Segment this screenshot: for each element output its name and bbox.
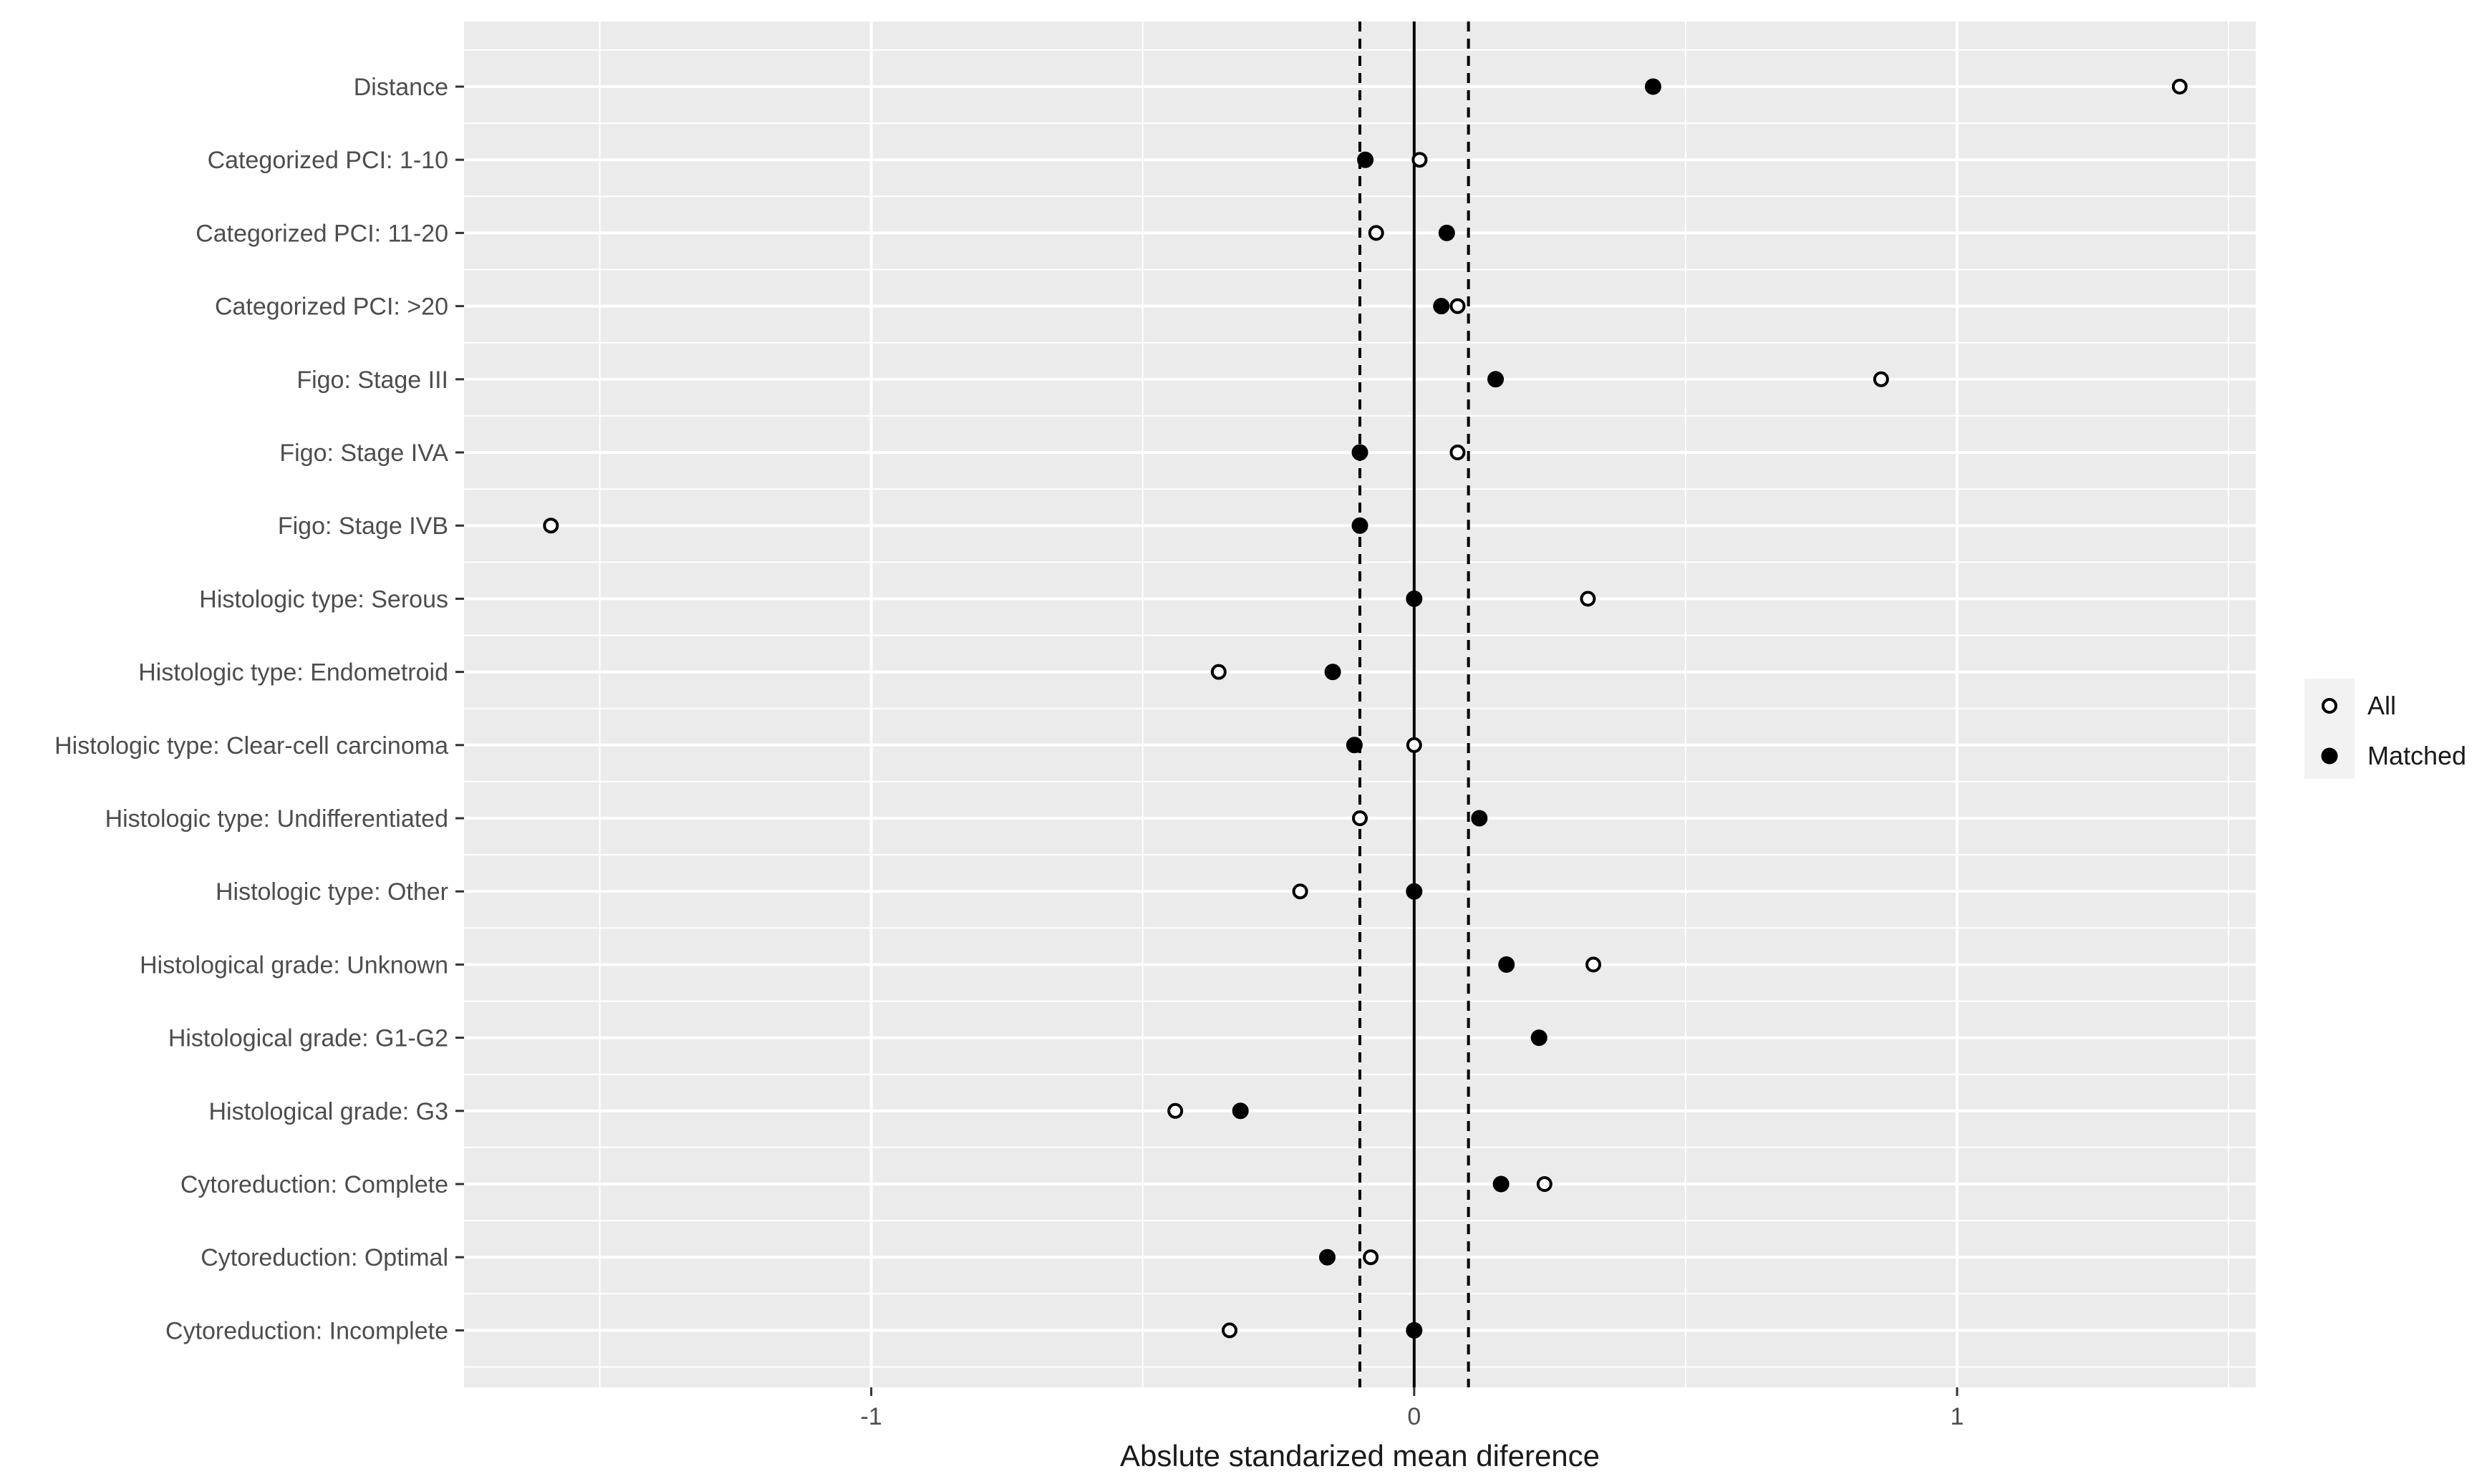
y-tick-label: Histologic type: Endometroid bbox=[138, 659, 448, 687]
y-tick-label: Figo: Stage IVB bbox=[278, 513, 448, 540]
point-all bbox=[1585, 956, 1602, 973]
point-matched bbox=[1346, 737, 1363, 754]
point-all bbox=[2171, 79, 2188, 94]
point-matched bbox=[1319, 1248, 1336, 1266]
point-matched bbox=[1357, 151, 1374, 168]
x-tick-label: 0 bbox=[1407, 1403, 1421, 1430]
y-tick-label: Categorized PCI: 1-10 bbox=[208, 147, 448, 174]
y-tick-label: Histologic type: Undifferentiated bbox=[105, 805, 448, 833]
y-tick-label: Categorized PCI: 11-20 bbox=[195, 220, 448, 247]
point-all bbox=[1222, 1322, 1238, 1339]
point-matched bbox=[1406, 883, 1423, 900]
point-all bbox=[1411, 152, 1428, 168]
point-matched bbox=[1498, 956, 1515, 973]
point-matched bbox=[1471, 810, 1488, 827]
y-tick-label: Figo: Stage IVA bbox=[279, 440, 448, 467]
y-tick-label: Cytoreduction: Incomplete bbox=[165, 1317, 448, 1344]
y-tick-label: Histological grade: G1-G2 bbox=[168, 1025, 448, 1052]
y-tick-label: Categorized PCI: >20 bbox=[215, 294, 448, 321]
x-tick-label: 1 bbox=[1951, 1403, 1964, 1430]
y-tick-label: Histologic type: Clear-cell carcinoma bbox=[54, 732, 448, 760]
point-matched bbox=[1351, 444, 1368, 461]
x-axis: -1 0 1 bbox=[861, 1387, 1964, 1430]
y-tick-label: Histologic type: Other bbox=[216, 878, 448, 906]
point-all bbox=[1873, 371, 1889, 387]
y-tick-label: Figo: Stage III bbox=[296, 367, 448, 394]
data-points bbox=[543, 78, 2188, 1339]
point-matched bbox=[1324, 664, 1341, 681]
point-all bbox=[543, 518, 559, 534]
y-tick-label: Cytoreduction: Complete bbox=[180, 1171, 448, 1198]
legend-marker-all bbox=[2322, 698, 2337, 714]
point-all bbox=[1368, 225, 1384, 241]
y-tick-label: Histological grade: G3 bbox=[208, 1098, 448, 1125]
point-all bbox=[1536, 1176, 1553, 1192]
y-tick-label: Histologic type: Serous bbox=[199, 586, 448, 613]
point-all bbox=[1449, 445, 1466, 460]
point-matched bbox=[1406, 1321, 1423, 1339]
point-all bbox=[1363, 1249, 1379, 1266]
legend-label-matched: Matched bbox=[2367, 741, 2466, 770]
x-tick-label: -1 bbox=[861, 1403, 882, 1430]
point-all bbox=[1292, 883, 1308, 900]
point-matched bbox=[1487, 371, 1505, 388]
point-all bbox=[1580, 591, 1596, 607]
y-tick-label: Distance bbox=[354, 74, 448, 101]
y-tick-label: Cytoreduction: Optimal bbox=[201, 1244, 448, 1271]
legend-label-all: All bbox=[2367, 691, 2396, 720]
point-all bbox=[1406, 737, 1422, 753]
point-all bbox=[1210, 664, 1227, 680]
point-matched bbox=[1406, 590, 1423, 607]
point-all bbox=[1352, 810, 1368, 826]
y-axis: Distance Categorized PCI: 1-10 Categorized… bbox=[54, 74, 464, 1344]
legend: All Matched bbox=[2304, 679, 2466, 779]
point-matched bbox=[1492, 1175, 1510, 1193]
point-matched bbox=[1433, 298, 1450, 315]
point-matched bbox=[1530, 1029, 1547, 1047]
point-matched bbox=[1232, 1102, 1249, 1120]
point-matched bbox=[1438, 224, 1455, 241]
point-all bbox=[1449, 298, 1466, 314]
y-tick-label: Histological grade: Unknown bbox=[140, 951, 448, 979]
point-matched bbox=[1351, 517, 1368, 534]
x-axis-title: Abslute standarized mean diference bbox=[1120, 1439, 1600, 1473]
point-matched bbox=[1644, 78, 1661, 95]
reference-lines bbox=[1358, 21, 1470, 1387]
legend-marker-matched bbox=[2321, 747, 2338, 765]
point-all bbox=[1167, 1102, 1184, 1119]
